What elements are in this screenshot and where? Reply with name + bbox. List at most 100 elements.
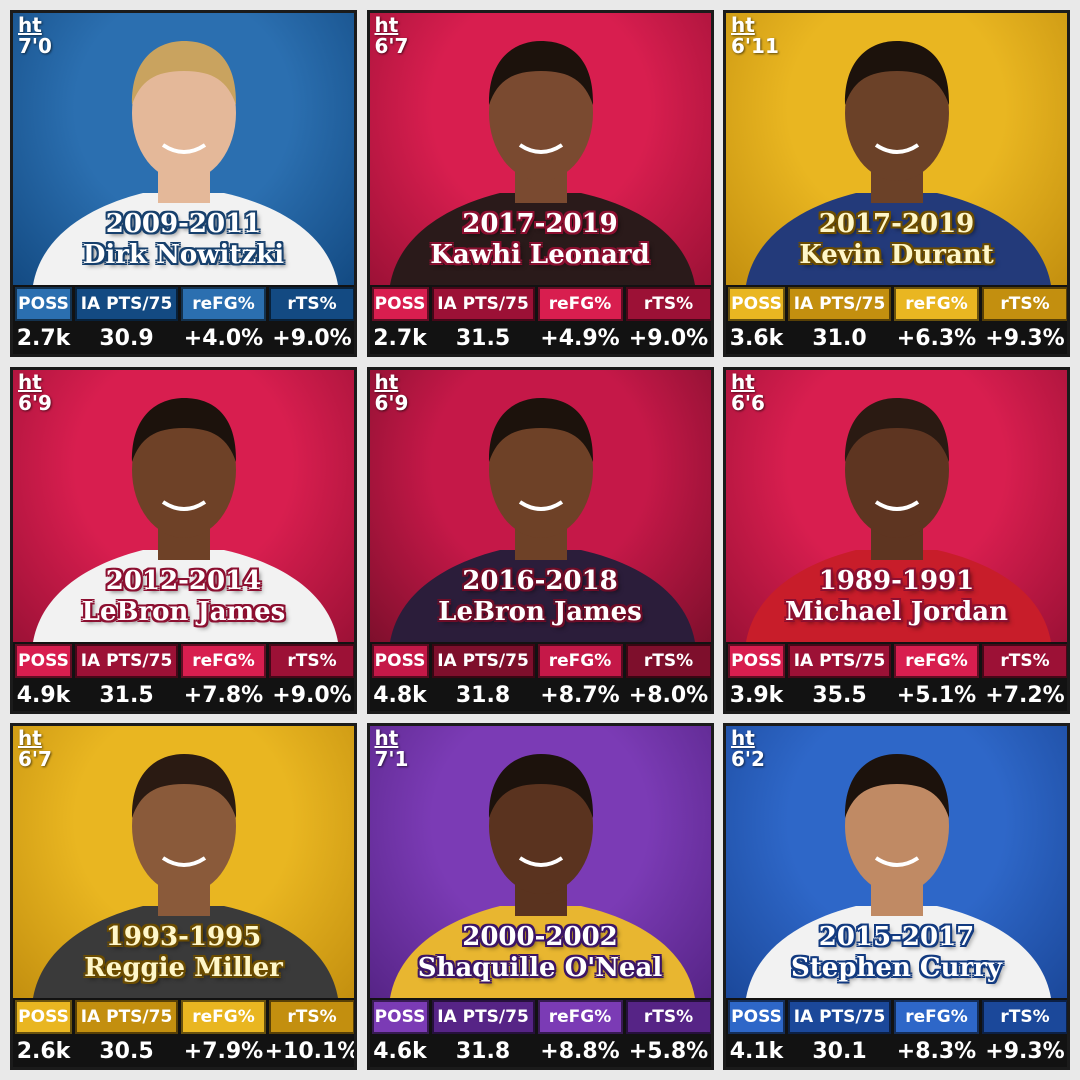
stat-value: 30.1 <box>812 1039 867 1064</box>
height-label: ht <box>374 726 399 750</box>
stats-value-row: 4.8k 31.8 +8.7% +8.0% <box>372 680 709 711</box>
height-block: ht 7'0 <box>18 15 52 57</box>
height-block: ht 6'6 <box>731 369 765 415</box>
player-name: LeBron James <box>438 596 642 627</box>
stat-header: IA PTS/75 <box>431 1000 535 1034</box>
stat-value: +9.0% <box>272 326 352 351</box>
smile-shape <box>161 143 207 154</box>
height-label: ht <box>731 726 755 750</box>
stat-value: 31.8 <box>455 1039 511 1064</box>
head-shape <box>132 758 236 894</box>
smile-shape <box>518 499 563 511</box>
stats-table: POSS IA PTS/75 reFG% rTS% 2.6k 30.5 +7.9% +10.1… <box>13 998 354 1067</box>
player-card: ht 6'7 2017-2019 Kawhi Leonard POSS IA PTS/75… <box>366 10 714 357</box>
player-portrait <box>389 754 695 998</box>
height-value: 6'11 <box>731 34 779 58</box>
stats-table: POSS IA PTS/75 reFG% rTS% 2.7k 30.9 +4.0% +9.0% <box>13 285 354 354</box>
stat-value: +9.0% <box>628 326 709 351</box>
player-name: Dirk Nowitzki <box>82 240 285 270</box>
jersey-shape <box>389 906 695 998</box>
stat-value: +8.0% <box>628 682 709 708</box>
hair-shape <box>131 41 237 105</box>
player-name: LeBron James <box>81 596 286 627</box>
player-photo: ht 7'1 2000-2002 Shaquille O'Neal <box>369 726 711 998</box>
player-card: ht 6'9 2016-2018 LeBron James POSS IA PTS/75 r… <box>366 366 714 714</box>
stats-header-row: POSS IA PTS/75 reFG% rTS% <box>728 1000 1067 1034</box>
stat-header: POSS <box>728 1000 785 1034</box>
jersey-shape <box>33 193 338 285</box>
stat-header: POSS <box>371 643 429 678</box>
head-shape <box>488 758 593 894</box>
stat-value: +9.3% <box>985 326 1065 351</box>
stat-header: IA PTS/75 <box>431 287 535 321</box>
height-block: ht 6'9 <box>375 371 409 414</box>
hair-shape <box>131 754 237 818</box>
player-photo: ht 6'7 1993-1995 Reggie Miller <box>13 726 354 998</box>
height-label: ht <box>18 726 42 750</box>
player-photo: ht 6'2 2015-2017 Stephen Curry <box>726 726 1067 998</box>
jersey-shape <box>746 193 1051 285</box>
player-portrait <box>746 397 1051 642</box>
stat-value: 31.0 <box>812 326 867 351</box>
player-portrait <box>746 754 1051 998</box>
player-photo: ht 7'0 2009-2011 Dirk Nowitzki <box>13 13 354 285</box>
player-portrait <box>33 754 338 998</box>
stats-value-row: 2.6k 30.5 +7.9% +10.1% <box>15 1036 354 1067</box>
player-name: Michael Jordan <box>785 596 1008 627</box>
stat-header: POSS <box>15 287 72 321</box>
height-block: ht 6'2 <box>731 728 765 770</box>
height-value: 6'9 <box>18 390 52 415</box>
smile-shape <box>874 143 920 154</box>
stat-header: rTS% <box>982 1000 1067 1034</box>
hair-shape <box>131 397 237 462</box>
stat-header: reFG% <box>894 1000 979 1034</box>
height-value: 6'2 <box>731 747 765 771</box>
head-shape <box>845 401 949 538</box>
height-label: ht <box>731 13 755 37</box>
stat-header: rTS% <box>269 643 354 678</box>
hair-shape <box>488 754 593 818</box>
stat-value: +8.3% <box>896 1039 977 1064</box>
stat-value: +8.8% <box>540 1039 620 1064</box>
player-caption: 2017-2019 Kevin Durant <box>726 209 1067 271</box>
player-caption: 1993-1995 Reggie Miller <box>13 922 354 984</box>
smile-shape <box>518 856 563 867</box>
stat-header: rTS% <box>625 643 711 678</box>
stat-value: 4.9k <box>16 682 71 708</box>
stats-header-row: POSS IA PTS/75 reFG% rTS% <box>371 1000 711 1034</box>
player-grid: ht 7'0 2009-2011 Dirk Nowitzki POSS IA PTS/75… <box>10 10 1070 1070</box>
head-shape <box>132 401 236 538</box>
stat-header: rTS% <box>982 287 1067 321</box>
stat-value: 3.6k <box>729 326 784 351</box>
hair-shape <box>488 397 593 462</box>
height-value: 6'6 <box>731 390 765 415</box>
hair-shape <box>488 41 593 105</box>
stats-value-row: 2.7k 30.9 +4.0% +9.0% <box>15 323 352 354</box>
player-card: ht 7'0 2009-2011 Dirk Nowitzki POSS IA PTS/75… <box>10 10 357 357</box>
stats-header-row: POSS IA PTS/75 reFG% rTS% <box>15 1000 354 1034</box>
season-range: 2009-2011 <box>105 209 262 239</box>
season-range: 2000-2002 <box>462 922 618 952</box>
season-range: 2016-2018 <box>462 565 618 596</box>
stats-table: POSS IA PTS/75 reFG% rTS% 3.6k 31.0 +6.3% +9.3% <box>726 285 1067 354</box>
stat-header: IA PTS/75 <box>788 1000 891 1034</box>
player-card: ht 7'1 2000-2002 Shaquille O'Neal POSS IA PTS… <box>366 723 714 1070</box>
player-photo: ht 6'7 2017-2019 Kawhi Leonard <box>369 13 711 285</box>
stats-value-row: 3.9k 35.5 +5.1% +7.2% <box>728 680 1065 711</box>
player-photo: ht 6'9 2012-2014 LeBron James <box>13 369 354 642</box>
player-photo: ht 6'11 2017-2019 Kevin Durant <box>726 13 1067 285</box>
head-shape <box>132 45 236 181</box>
stat-value: +9.0% <box>272 682 352 708</box>
stat-header: IA PTS/75 <box>788 643 891 678</box>
height-value: 7'1 <box>374 747 409 771</box>
stats-header-row: POSS IA PTS/75 reFG% rTS% <box>371 643 711 678</box>
height-block: ht 6'7 <box>18 728 52 770</box>
stats-table: POSS IA PTS/75 reFG% rTS% 4.8k 31.8 +8.7% +8.0% <box>369 641 711 711</box>
jersey-shape <box>33 906 338 998</box>
jersey-shape <box>389 549 695 642</box>
stats-header-row: POSS IA PTS/75 reFG% rTS% <box>15 643 354 678</box>
stat-header: POSS <box>371 1000 429 1034</box>
stat-header: IA PTS/75 <box>431 643 535 678</box>
height-label: ht <box>731 369 755 394</box>
height-block: ht 6'11 <box>731 15 779 57</box>
